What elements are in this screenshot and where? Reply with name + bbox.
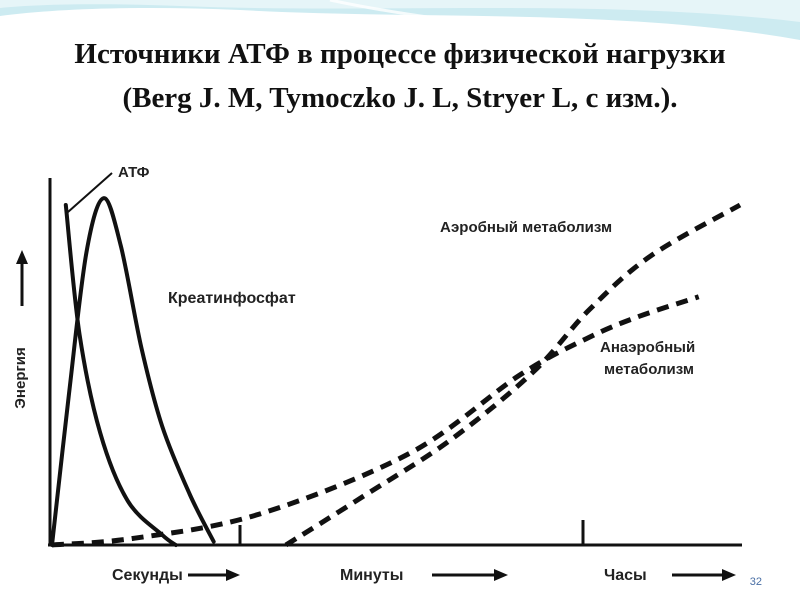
series-line-atp [63, 203, 178, 547]
series-label-atp: АТФ [118, 164, 150, 181]
x-tick-label-seconds: Секунды [112, 567, 183, 584]
series-label-anaerobic-line1: Анаэробный метаболизм [600, 339, 695, 378]
x-tick-label-hours: Часы [604, 567, 647, 584]
x-tick-label-minutes: Минуты [340, 567, 403, 584]
header-wave-light [0, 0, 800, 22]
series-label-aerobic: Аэробный метаболизм [440, 219, 612, 236]
series-line-aerobic [284, 202, 742, 548]
slide-title: Источники АТФ в процессе физической нагр… [0, 32, 800, 120]
title-line-1: Источники АТФ в процессе физической нагр… [74, 38, 726, 70]
series-line-anaerobic [51, 294, 700, 548]
y-axis-arrow [16, 250, 28, 306]
x-arrow-hours [672, 569, 736, 581]
atp-leader-line [67, 172, 113, 213]
series-label-creatine-phosphate: Креатинфосфат [168, 290, 296, 307]
series-line-creatine-phosphate [50, 196, 216, 547]
header-wave-line [329, 0, 800, 50]
title-line-2: (Berg J. M, Tymoczko J. L, Stryer L, с и… [122, 82, 678, 114]
page-number: 32 [749, 576, 762, 588]
x-arrow-seconds [188, 569, 240, 581]
header-wave [0, 0, 800, 40]
x-arrow-minutes [432, 569, 508, 581]
y-axis-label: Энергия [12, 347, 29, 408]
